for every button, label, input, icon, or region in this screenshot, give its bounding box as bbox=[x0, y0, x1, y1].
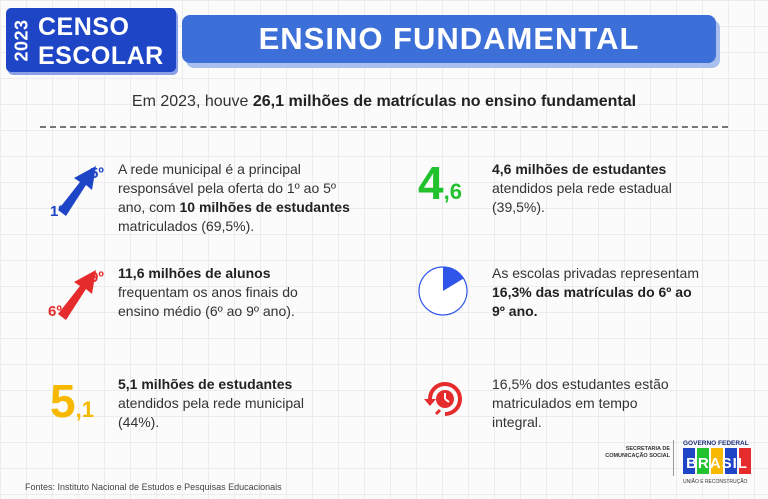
headline-prefix: Em 2023, houve bbox=[131, 93, 253, 110]
badge-line-2: ESCOLAR bbox=[38, 42, 164, 70]
government-seal: SECRETARIA DE COMUNICAÇÃO SOCIAL GOVERNO… bbox=[588, 436, 758, 494]
svg-text:UNIÃO E RECONSTRUÇÃO: UNIÃO E RECONSTRUÇÃO bbox=[683, 478, 748, 485]
page-title: ENSINO FUNDAMENTAL bbox=[258, 21, 640, 56]
page-title-bar: ENSINO FUNDAMENTAL bbox=[182, 15, 716, 63]
item-estadual: 4,6 milhões de estudantes atendidos pela… bbox=[492, 161, 672, 215]
badge-year: 2023 bbox=[11, 18, 32, 62]
item-municipal-44: 5,1 milhões de estudantes atendidos pela… bbox=[118, 376, 305, 430]
arrow-from-label: 1º bbox=[50, 203, 64, 220]
item-anos-finais: 11,6 milhões de alunos frequentam os ano… bbox=[118, 265, 298, 319]
censo-escolar-badge: 2023 CENSO ESCOLAR bbox=[6, 8, 176, 72]
arrow-to-label: 9º bbox=[90, 269, 104, 286]
headline: Em 2023, houve 26,1 milhões de matrícula… bbox=[0, 93, 768, 111]
secretaria-label: SECRETARIA DE COMUNICAÇÃO SOCIAL bbox=[605, 446, 670, 459]
arrow-1-to-5-icon: 1º 5º bbox=[50, 165, 104, 220]
item-privadas: As escolas privadas representam 16,3% da… bbox=[492, 265, 699, 319]
source-footer: Fontes: Instituto Nacional de Estudos e … bbox=[25, 482, 282, 492]
number-4-6-icon: 4,6 bbox=[418, 157, 462, 209]
item-tempo-integral: 16,5% dos estudantes estão matriculados … bbox=[492, 376, 669, 430]
governo-federal-logo: GOVERNO FEDERAL BRASIL UNIÃO E RECONSTRU… bbox=[683, 440, 751, 485]
dashed-divider bbox=[40, 126, 728, 128]
arrow-6-to-9-icon: 6º 9º bbox=[48, 269, 104, 320]
pie-16-3-icon bbox=[418, 266, 468, 316]
svg-text:GOVERNO FEDERAL: GOVERNO FEDERAL bbox=[683, 440, 749, 447]
item-municipal-1-5: A rede municipal é a principal responsáv… bbox=[118, 161, 350, 234]
headline-bold: 26,1 milhões de matrículas no ensino fun… bbox=[252, 93, 637, 110]
number-5-1-icon: 5,1 bbox=[50, 375, 94, 427]
badge-line-1: CENSO bbox=[38, 13, 130, 41]
full-time-clock-icon bbox=[424, 382, 462, 416]
seal-divider bbox=[673, 440, 674, 476]
svg-text:BRASIL: BRASIL bbox=[686, 455, 748, 472]
arrow-to-label: 5º bbox=[90, 165, 104, 182]
pie-slice bbox=[443, 267, 464, 291]
arrow-from-label: 6º bbox=[48, 303, 62, 320]
